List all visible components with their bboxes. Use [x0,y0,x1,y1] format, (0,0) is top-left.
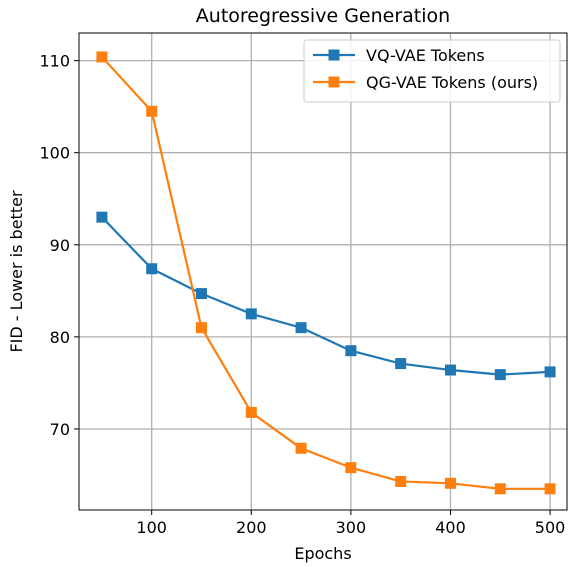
y-tick-label: 110 [39,52,70,71]
y-axis-label: FID - Lower is better [7,190,26,352]
legend-marker [328,76,340,88]
legend: VQ-VAE Tokens QG-VAE Tokens (ours) [303,39,561,103]
data-point [444,364,456,376]
x-tick-label: 300 [336,518,367,537]
data-point [96,211,108,223]
x-tick-label: 400 [435,518,466,537]
data-point [295,442,307,454]
data-series [96,51,556,495]
plot-frame [78,32,568,511]
data-point [444,477,456,489]
legend-item: VQ-VAE Tokens [313,46,485,65]
data-point [245,406,257,418]
data-point [345,462,357,474]
data-point [195,288,207,300]
y-tick-label: 70 [50,420,70,439]
data-point [544,366,556,378]
y-tick-label: 90 [50,236,70,255]
data-point [544,483,556,495]
legend-box [303,39,561,103]
data-point [146,105,158,117]
data-point [494,483,506,495]
x-tick-label: 200 [236,518,267,537]
x-tick-label: 500 [535,518,566,537]
data-point [245,308,257,320]
data-point [146,263,158,275]
axis-ticks: 100 200 300 400 500 70 80 90 100 110 [39,52,565,537]
chart-title: Autoregressive Generation [196,5,450,27]
series-1 [96,211,556,381]
data-point [96,51,108,63]
data-point [345,345,357,357]
legend-item: QG-VAE Tokens (ours) [313,73,538,92]
legend-marker [328,49,340,61]
data-point [295,322,307,334]
series-line [101,56,551,490]
y-tick-label: 80 [50,328,70,347]
series-2 [96,51,556,495]
x-tick-label: 100 [136,518,167,537]
data-point [395,358,407,370]
data-point [195,322,207,334]
legend-label: VQ-VAE Tokens [366,46,485,65]
x-axis-label: Epochs [294,544,351,563]
series-line [101,216,551,376]
legend-label: QG-VAE Tokens (ours) [366,73,538,92]
data-point [494,369,506,381]
data-point [395,475,407,487]
y-tick-label: 100 [39,144,70,163]
